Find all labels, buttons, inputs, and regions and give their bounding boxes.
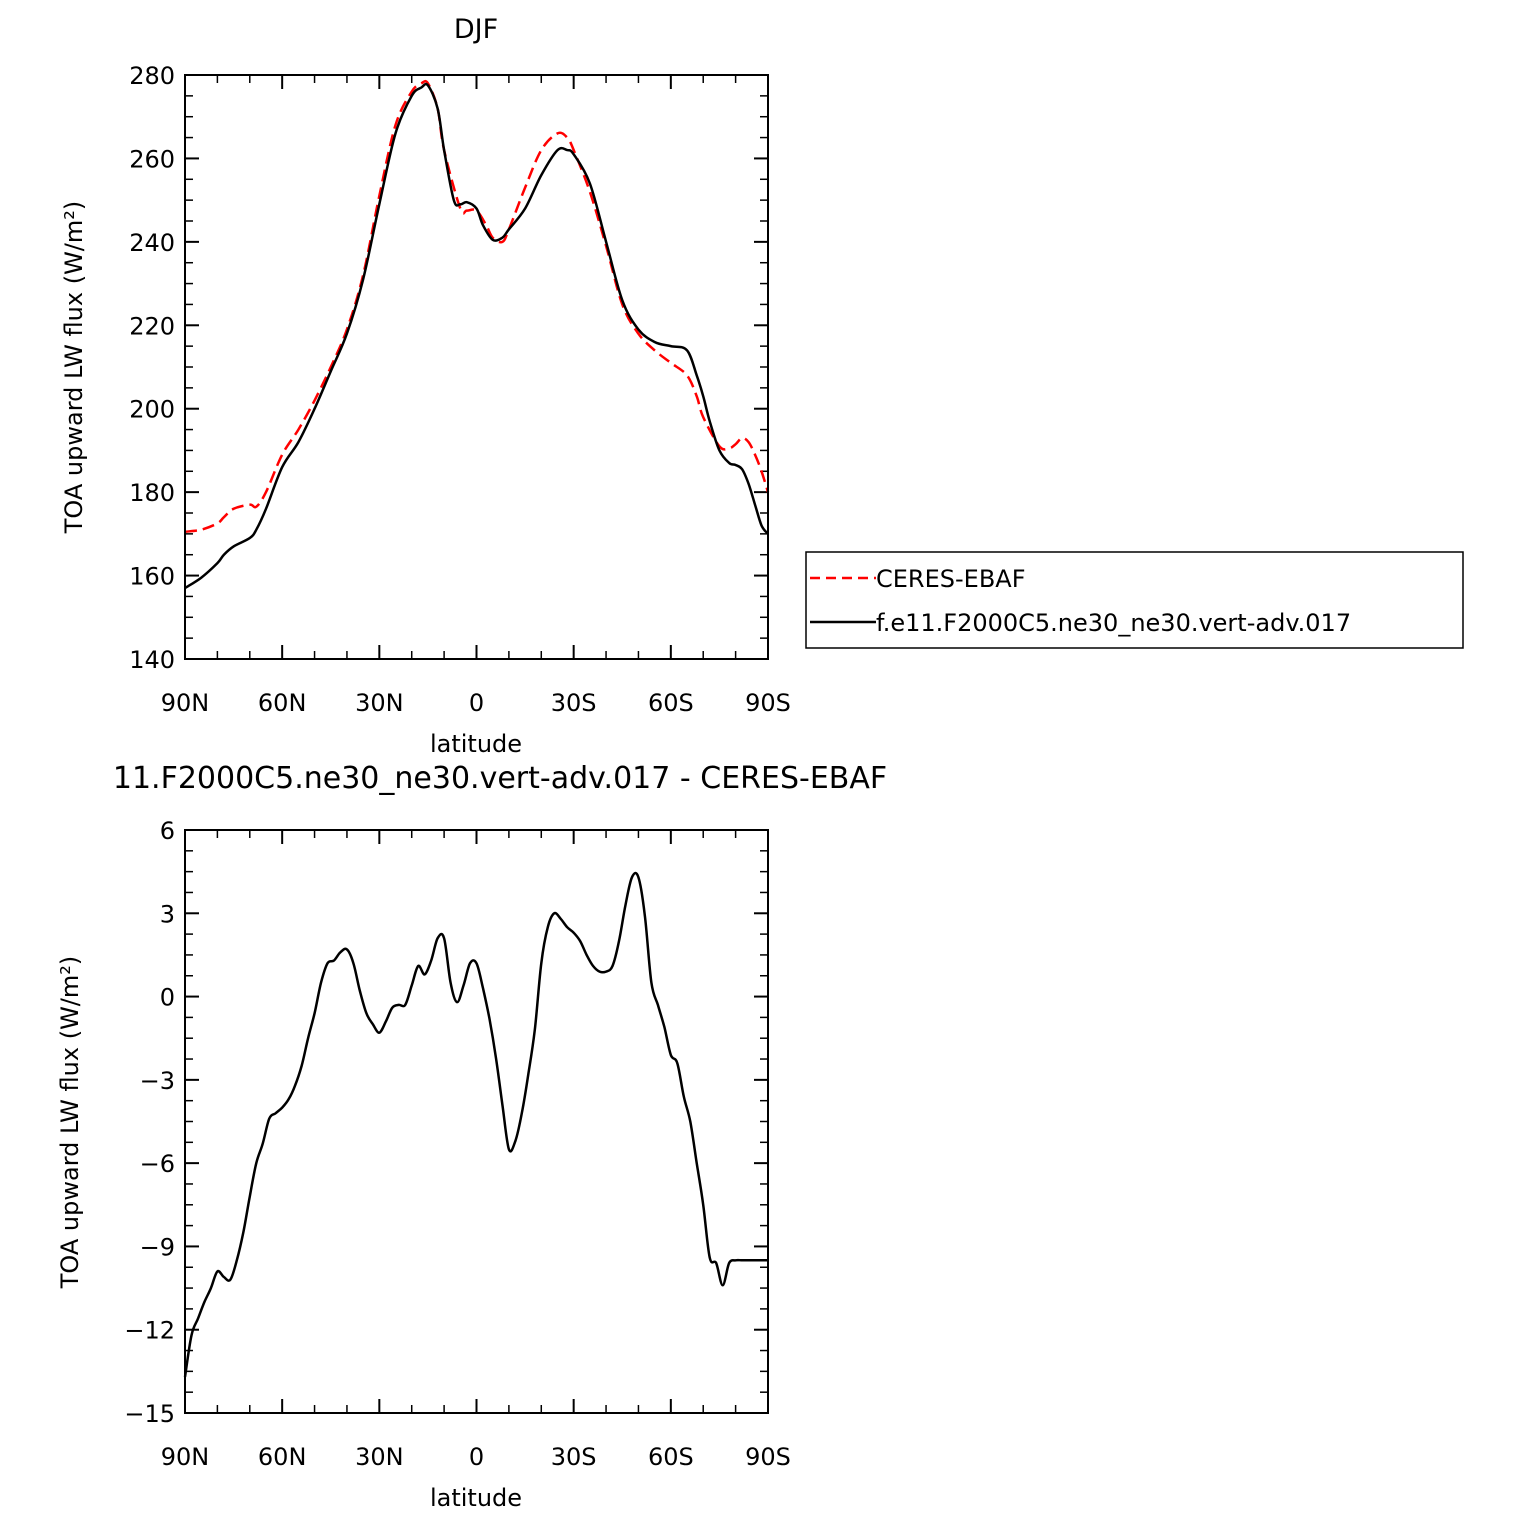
legend-label-ceres: CERES-EBAF (876, 565, 1026, 593)
top-series (184, 79, 770, 590)
y-tick-label: 140 (129, 646, 175, 674)
top-ticks: 140 160 180 200 220 240 260 280 90N 60N 30N 0 30S 60S… (129, 62, 791, 717)
x-tick-label: 30S (551, 689, 597, 717)
x-tick-label: 30N (355, 1443, 404, 1471)
y-tick-label: −6 (140, 1150, 175, 1178)
x-tick-label: 0 (469, 689, 484, 717)
bottom-chart-title: 11.F2000C5.ne30_ne30.vert-adv.017 - CERE… (113, 761, 887, 796)
bottom-panel: 11.F2000C5.ne30_ne30.vert-adv.017 - CERE… (56, 761, 887, 1512)
x-tick-label: 90S (745, 689, 791, 717)
x-tick-label: 60S (648, 1443, 694, 1471)
x-tick-label: 60N (258, 689, 307, 717)
x-tick-label: 30S (551, 1443, 597, 1471)
y-tick-label: 220 (129, 312, 175, 340)
bottom-ticks: −15 −12 −9 −6 −3 0 3 6 90N 60N 30N 0 30S 60S 90S (124, 817, 791, 1471)
series-line-ceres-ebaf (184, 79, 770, 534)
y-tick-label: 6 (160, 817, 175, 845)
bottom-plot-frame (184, 829, 769, 1414)
top-chart-title: DJF (454, 14, 498, 45)
legend-label-model: f.e11.F2000C5.ne30_ne30.vert-adv.017 (876, 609, 1351, 637)
bottom-y-axis-label: TOA upward LW flux (W/m²) (56, 956, 84, 1290)
y-tick-label: 180 (129, 479, 175, 507)
x-tick-label: 0 (469, 1443, 484, 1471)
x-tick-label: 90N (161, 1443, 210, 1471)
y-tick-label: 240 (129, 229, 175, 257)
x-tick-label: 60S (648, 689, 694, 717)
y-tick-label: −15 (124, 1400, 175, 1428)
x-tick-label: 60N (258, 1443, 307, 1471)
top-x-axis-label: latitude (430, 730, 522, 758)
bottom-x-axis-label: latitude (430, 1484, 522, 1512)
series-line-difference (183, 871, 768, 1378)
legend-box (805, 551, 1464, 649)
y-tick-label: −12 (124, 1317, 175, 1345)
x-tick-label: 90S (745, 1443, 791, 1471)
top-panel: DJF TOA upward LW flux (W/m²) latitude 1… (60, 14, 791, 758)
x-tick-label: 30N (355, 689, 404, 717)
legend: CERES-EBAF f.e11.F2000C5.ne30_ne30.vert-… (805, 551, 1464, 649)
y-tick-label: −9 (140, 1233, 175, 1261)
y-tick-label: 260 (129, 145, 175, 173)
y-tick-label: 280 (129, 62, 175, 90)
bottom-series (183, 871, 768, 1378)
y-tick-label: 200 (129, 396, 175, 424)
y-tick-label: 160 (129, 563, 175, 591)
y-tick-label: 0 (160, 984, 175, 1012)
x-tick-label: 90N (161, 689, 210, 717)
top-y-axis-label: TOA upward LW flux (W/m²) (60, 201, 88, 535)
y-tick-label: 3 (160, 900, 175, 928)
series-line-model (184, 82, 769, 590)
y-tick-label: −3 (140, 1067, 175, 1095)
top-plot-frame (184, 74, 769, 660)
